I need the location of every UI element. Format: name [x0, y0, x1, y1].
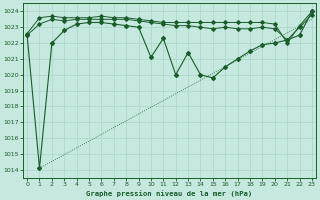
- X-axis label: Graphe pression niveau de la mer (hPa): Graphe pression niveau de la mer (hPa): [86, 190, 253, 197]
